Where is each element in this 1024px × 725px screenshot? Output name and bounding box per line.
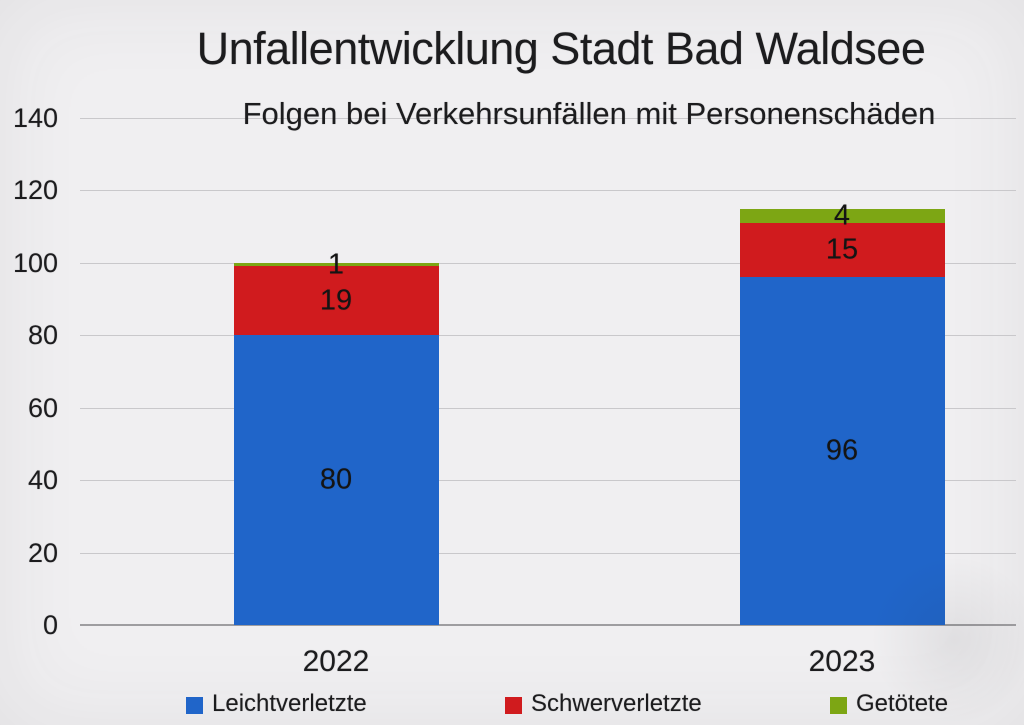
bar-segment-leichtverletzte-2022: 80 [233, 335, 439, 625]
bar-segment-getötete-2023: 4 [739, 201, 945, 230]
legend-swatch-getötete [830, 696, 847, 714]
y-tick-label: 140 [12, 103, 58, 133]
bar-segment-schwerverletzte-2022: 19 [233, 266, 439, 336]
bar-value-label: 1 [327, 248, 345, 281]
y-tick-label: 60 [27, 392, 58, 423]
y-tick-label: 40 [27, 465, 58, 496]
gridline-40 [80, 480, 1016, 482]
plot-area: 80 19 1 96 15 4 [80, 118, 1016, 626]
gridline-60 [80, 407, 1016, 409]
bar-segment-leichtverletzte-2023: 96 [739, 277, 945, 625]
legend-swatch-leichtverletzte [186, 696, 203, 714]
x-tick-label-2023: 2023 [808, 645, 876, 678]
y-tick-label: 20 [27, 537, 58, 568]
legend-label-schwerverletzte: Schwerverletzte [531, 690, 702, 717]
y-tick-label: 80 [27, 320, 58, 351]
y-tick-label: 100 [12, 247, 58, 278]
bar-segment-schwerverletzte-2023: 15 [739, 223, 945, 278]
legend-item-leichtverletzte: Leichtverletzte [186, 691, 367, 717]
gridline-20 [80, 552, 1016, 554]
bar-value-label: 19 [319, 284, 353, 317]
legend-swatch-schwerverletzte [505, 696, 522, 714]
bar-value-label: 15 [825, 233, 859, 266]
legend-label-leichtverletzte: Leichtverletzte [212, 690, 367, 717]
gridline-140 [80, 118, 1016, 119]
gridline-0 [80, 624, 1016, 626]
legend: Leichtverletzte Schwerverletzte Getötete [0, 691, 1024, 721]
legend-item-schwerverletzte: Schwerverletzte [505, 691, 702, 717]
gridline-80 [80, 335, 1016, 337]
gridline-120 [80, 190, 1016, 192]
legend-label-getötete: Getötete [856, 690, 949, 717]
legend-item-getötete: Getötete [830, 691, 948, 717]
chart-subtitle: Folgen bei Verkehrsunfällen mit Personen… [242, 96, 936, 131]
gridline-100 [80, 262, 1016, 264]
x-tick-label-2022: 2022 [302, 645, 370, 678]
x-axis-labels: 2022 2023 [80, 646, 1016, 680]
bar-value-label: 96 [825, 434, 859, 467]
bar-value-label: 80 [319, 463, 353, 496]
bar-value-label: 4 [833, 199, 851, 232]
y-tick-label: 0 [42, 610, 58, 640]
bar-segment-getötete-2022: 1 [233, 250, 439, 279]
chart-title: Unfallentwicklung Stadt Bad Waldsee [196, 23, 926, 74]
y-tick-label: 120 [12, 175, 58, 206]
y-axis-labels: 0 20 40 60 80 100 120 140 [0, 103, 58, 640]
